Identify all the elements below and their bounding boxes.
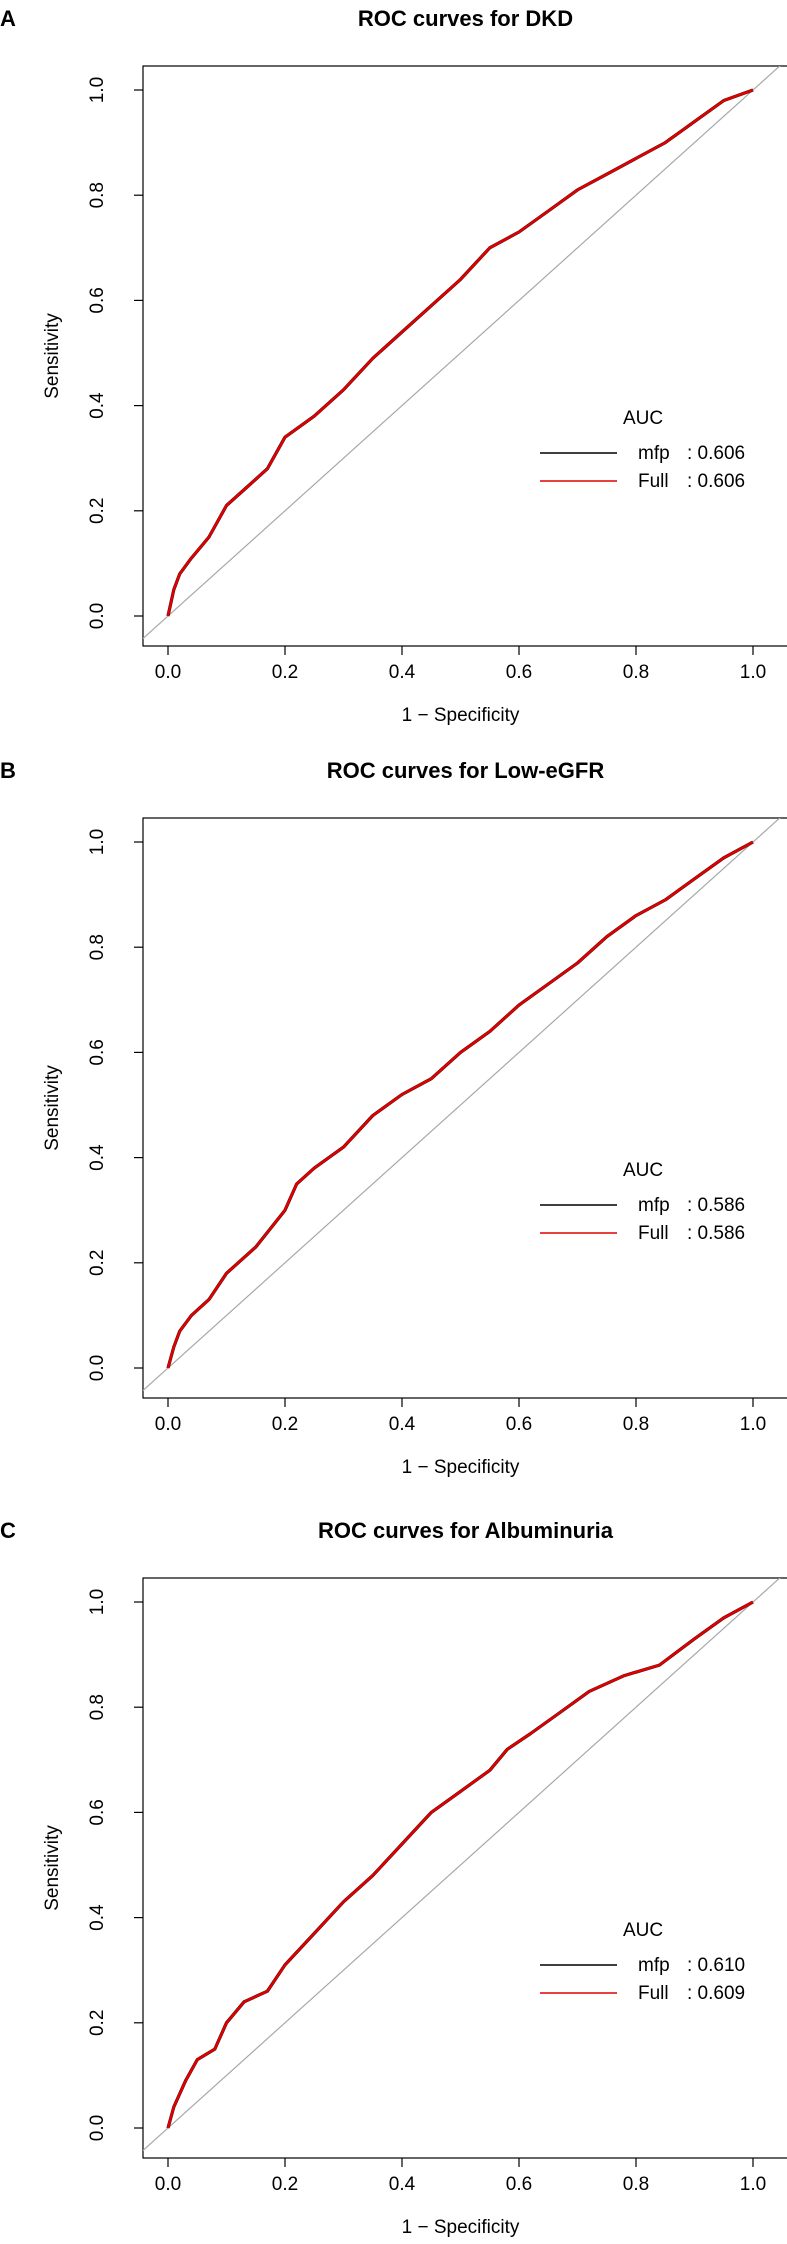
legend-name: Full: [638, 1223, 669, 1244]
diagonal-reference-line: [143, 1578, 781, 2152]
curves-group: [166, 840, 754, 1369]
legend-value: : 0.610: [687, 1955, 745, 1976]
chart-title: ROC curves for Albuminuria: [318, 1518, 614, 1543]
legend-name: mfp: [638, 443, 670, 464]
x-tick-label: 0.2: [272, 662, 298, 683]
legend-name: Full: [638, 471, 669, 492]
chart-panel-b: B ROC curves for Low-eGFR 0.0 0.2 0.4 0.6 0.8 1…: [0, 758, 787, 1478]
legend-value: : 0.609: [687, 1983, 745, 2004]
y-tick-label: 0.2: [87, 1250, 108, 1276]
x-axis-label: 1 − Specificity: [402, 705, 520, 726]
plot-frame: [142, 817, 787, 1399]
y-tick-label: 0.8: [87, 182, 108, 208]
chart-title: ROC curves for DKD: [358, 6, 573, 31]
y-tick-label: 0.4: [87, 1144, 108, 1171]
x-tick-label: 0.2: [272, 1414, 298, 1435]
x-axis-label: 1 − Specificity: [402, 2217, 520, 2238]
diagonal-reference-line: [143, 818, 781, 1392]
y-tick-label: 0.4: [87, 1904, 108, 1931]
x-tick-label: 0.2: [272, 2174, 298, 2195]
x-tick-label: 0.0: [155, 662, 181, 683]
curves-group: [166, 1600, 754, 2129]
x-tick-label: 0.8: [623, 1414, 649, 1435]
y-tick-label: 0.6: [87, 1039, 108, 1065]
legend-value: : 0.586: [687, 1195, 745, 1216]
y-tick-label: 0.2: [87, 498, 108, 524]
x-tick-label: 0.4: [389, 662, 416, 683]
plot-frame: [142, 65, 787, 647]
legend-name: mfp: [638, 1195, 670, 1216]
x-axis-label: 1 − Specificity: [402, 1457, 520, 1478]
y-tick-label: 1.0: [87, 829, 108, 855]
chart-title: ROC curves for Low-eGFR: [327, 758, 605, 783]
y-tick-label: 0.8: [87, 934, 108, 960]
y-axis-label: Sensitivity: [42, 1825, 63, 1911]
legend-value: : 0.606: [687, 471, 745, 492]
legend-title: AUC: [623, 408, 663, 429]
legend-value: : 0.586: [687, 1223, 745, 1244]
y-tick-label: 0.8: [87, 1694, 108, 1720]
x-tick-label: 1.0: [740, 662, 766, 683]
y-tick-label: 0.0: [87, 2115, 108, 2141]
legend-value: : 0.606: [687, 443, 745, 464]
x-tick-label: 1.0: [740, 1414, 766, 1435]
diagonal-reference-line: [143, 66, 781, 640]
y-tick-label: 0.6: [87, 287, 108, 313]
roc-line-full: [166, 88, 754, 617]
legend-name: Full: [638, 1983, 669, 2004]
y-axis-label: Sensitivity: [42, 313, 63, 399]
roc-line-full: [166, 840, 754, 1369]
diagonal-group: [143, 1578, 781, 2152]
panel-label: C: [0, 1518, 16, 1543]
x-tick-label: 0.4: [389, 2174, 416, 2195]
plot-frame: [142, 1577, 787, 2159]
y-tick-label: 0.6: [87, 1799, 108, 1825]
panel-label: B: [0, 758, 16, 783]
x-tick-label: 0.6: [506, 2174, 532, 2195]
y-tick-label: 1.0: [87, 77, 108, 103]
x-tick-label: 1.0: [740, 2174, 766, 2195]
diagonal-group: [143, 66, 781, 640]
x-tick-label: 0.0: [155, 2174, 181, 2195]
x-tick-label: 0.0: [155, 1414, 181, 1435]
panel-label: A: [0, 6, 16, 31]
chart-panel-c: C ROC curves for Albuminuria 0.0 0.2 0.4 0.6 0…: [0, 1518, 787, 2238]
x-tick-label: 0.4: [389, 1414, 416, 1435]
y-tick-label: 0.2: [87, 2010, 108, 2036]
legend-title: AUC: [623, 1920, 663, 1941]
y-tick-label: 0.0: [87, 603, 108, 629]
diagonal-group: [143, 818, 781, 1392]
y-tick-label: 1.0: [87, 1589, 108, 1615]
legend-name: mfp: [638, 1955, 670, 1976]
roc-line-full: [166, 1600, 754, 2129]
chart-panel-a: A ROC curves for DKD 0.0 0.2 0.4 0.6 0.8 1.0 1 −…: [0, 6, 787, 726]
y-tick-label: 0.0: [87, 1355, 108, 1381]
y-tick-label: 0.4: [87, 392, 108, 419]
legend-title: AUC: [623, 1160, 663, 1181]
x-tick-label: 0.8: [623, 662, 649, 683]
curves-group: [166, 88, 754, 617]
y-axis-label: Sensitivity: [42, 1065, 63, 1151]
x-tick-label: 0.6: [506, 662, 532, 683]
x-tick-label: 0.6: [506, 1414, 532, 1435]
x-tick-label: 0.8: [623, 2174, 649, 2195]
